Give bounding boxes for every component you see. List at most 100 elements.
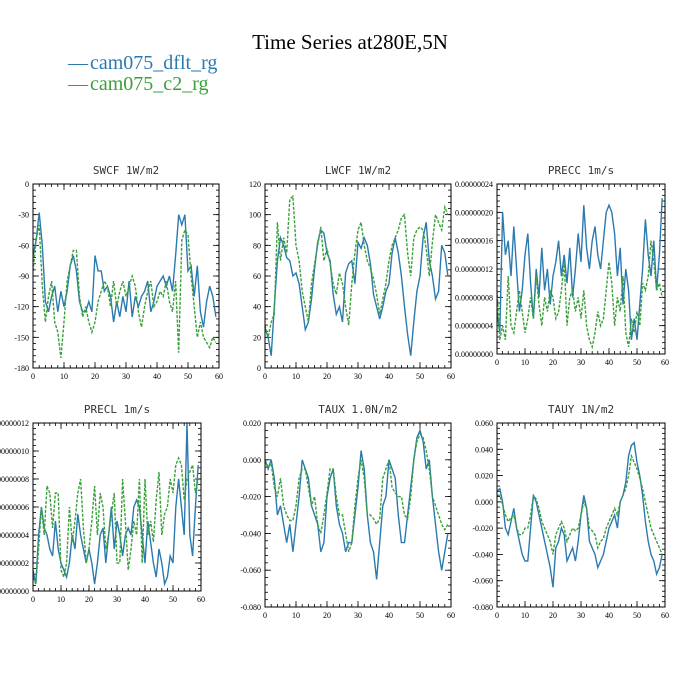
panel-2-y-tick-label: 0: [257, 364, 261, 373]
panel-1-title: SWCF 1W/m2: [93, 164, 159, 177]
legend-label-c2: cam075_c2_rg: [90, 73, 209, 95]
legend-label-dflt: cam075_dflt_rg: [90, 52, 217, 74]
panel-4-title: PRECL 1m/s: [84, 403, 150, 416]
panel-3-series-dflt: [497, 198, 663, 340]
panel-6-y-tick-label: 0.040: [475, 445, 493, 454]
panel-6-y-tick-label: -0.060: [472, 577, 493, 586]
panel-2-frame: [264, 183, 452, 369]
panel-1-x-tick-label: 60: [215, 372, 223, 381]
panel-4-y-tick-label: 0.00000000: [0, 587, 29, 596]
panel-4: PRECL 1m/s 0 10 20 30 40 50 60 0.00000000 0.00000…: [0, 403, 205, 604]
panel-1-y-tick-label: -120: [14, 303, 29, 312]
panel-2-series-dflt: [265, 222, 449, 356]
panel-6-x-tick-label: 20: [549, 611, 557, 620]
panel-4-x-tick-label: 20: [85, 595, 93, 604]
panel-2-y-tick-label: 80: [253, 241, 261, 250]
panel-3-x-tick-label: 10: [521, 358, 529, 367]
panel-6-x-tick-label: 60: [661, 611, 669, 620]
panel-1-series-c2: [33, 224, 217, 358]
panel-1-y-tick-label: 0: [25, 180, 29, 189]
panel-6-y-tick-label: -0.080: [472, 603, 493, 612]
panel-4-series-dflt: [33, 423, 199, 587]
panel-4-y-tick-label: 0.00000006: [0, 503, 29, 512]
panel-3-x-tick-label: 40: [605, 358, 613, 367]
panel-3-x-tick-label: 0: [495, 358, 499, 367]
panel-6-y-tick-label: 0.000: [475, 498, 493, 507]
panel-1-y-tick-label: -180: [14, 364, 29, 373]
panel-2-y-tick-label: 60: [253, 272, 261, 281]
panel-1-x-tick-label: 40: [153, 372, 161, 381]
panel-5-x-tick-label: 50: [416, 611, 424, 620]
panel-6-y-tick-label: 0.060: [475, 419, 493, 428]
panel-5-series-c2: [265, 432, 449, 553]
panel-4-x-tick-label: 0: [31, 595, 35, 604]
panel-1-x-tick-label: 50: [184, 372, 192, 381]
panel-2-y-tick-label: 100: [249, 211, 261, 220]
panel-6: TAUY 1N/m2 0 10 20 30 40 50 60 0.060 0.040 0.020 0.…: [472, 403, 669, 620]
panel-4-y-tick-label: 0.00000012: [0, 419, 29, 428]
panel-3-y-tick-label: 0.00000016: [455, 237, 493, 246]
panel-5-x-tick-label: 40: [385, 611, 393, 620]
panel-2-x-tick-label: 30: [354, 372, 362, 381]
legend-entry-c2: — cam075_c2_rg: [67, 73, 209, 95]
panel-1-y-tick-label: -30: [18, 211, 29, 220]
panel-4-x-tick-label: 30: [113, 595, 121, 604]
panel-3-x-tick-label: 50: [633, 358, 641, 367]
panel-2-x-tick-label: 60: [447, 372, 455, 381]
panel-3-y-tick-label: 0.00000020: [455, 208, 493, 217]
panels: SWCF 1W/m2 0 10 20 30 40 50 60 0 -30 -60 -90 -120 -15…: [0, 164, 669, 620]
panel-5-y-tick-label: -0.020: [240, 493, 261, 502]
panel-5-title: TAUX 1.0N/m2: [318, 403, 397, 416]
panel-3-y-tick-label: 0.00000004: [455, 322, 493, 331]
panel-2-y-tick-label: 20: [253, 333, 261, 342]
panel-5-x-tick-label: 10: [292, 611, 300, 620]
panel-2-x-tick-label: 10: [292, 372, 300, 381]
panel-4-x-tick-label: 40: [141, 595, 149, 604]
panel-5-y-tick-label: -0.060: [240, 566, 261, 575]
legend-dash-dflt: —: [67, 52, 89, 74]
panel-5-x-tick-label: 60: [447, 611, 455, 620]
panel-6-series-c2: [497, 453, 663, 555]
panel-3-x-tick-label: 30: [577, 358, 585, 367]
panel-6-y-tick-label: -0.040: [472, 550, 493, 559]
panel-3-y-tick-label: 0.00000000: [455, 350, 493, 359]
legend: — cam075_dflt_rg — cam075_c2_rg: [67, 52, 217, 95]
panel-5: TAUX 1.0N/m2 0 10 20 30 40 50 60 0.020 0.000 -0.02…: [240, 403, 455, 620]
panel-1-y-tick-label: -60: [18, 241, 29, 250]
panel-5-x-tick-label: 30: [354, 611, 362, 620]
panel-2-y-tick-label: 120: [249, 180, 261, 189]
panel-6-series-dflt: [497, 441, 663, 588]
panel-3-y-tick-label: 0.00000008: [455, 293, 493, 302]
panel-4-series-c2: [33, 456, 199, 585]
panel-2-x-tick-label: 50: [416, 372, 424, 381]
panel-3-y-tick-label: 0.00000024: [455, 180, 493, 189]
panel-5-y-tick-label: 0.020: [243, 419, 261, 428]
panel-4-y-tick-label: 0.00000010: [0, 447, 29, 456]
panel-4-x-tick-label: 50: [169, 595, 177, 604]
panel-3-x-tick-label: 20: [549, 358, 557, 367]
panel-6-title: TAUY 1N/m2: [548, 403, 614, 416]
panel-6-frame: [496, 422, 666, 608]
panel-2-x-tick-label: 40: [385, 372, 393, 381]
panel-1-y-tick-label: -150: [14, 333, 29, 342]
panel-2-title: LWCF 1W/m2: [325, 164, 391, 177]
panel-3-y-tick-label: 0.00000012: [455, 265, 493, 274]
panel-3-x-tick-label: 60: [661, 358, 669, 367]
panel-4-frame: [32, 422, 202, 592]
panel-6-x-tick-label: 50: [633, 611, 641, 620]
panel-6-x-tick-label: 40: [605, 611, 613, 620]
panel-5-frame: [264, 422, 452, 608]
panel-3-title: PRECC 1m/s: [548, 164, 614, 177]
panel-5-x-tick-label: 20: [323, 611, 331, 620]
figure-title: Time Series at280E,5N: [252, 30, 448, 54]
panel-1-x-tick-label: 0: [31, 372, 35, 381]
panel-3-frame: [496, 183, 666, 355]
panel-3: PRECC 1m/s 0 10 20 30 40 50 60 0.00000000 0.00000…: [455, 164, 669, 367]
panel-4-x-tick-label: 60: [197, 595, 205, 604]
legend-dash-c2: —: [67, 73, 89, 95]
panel-2-series-c2: [265, 194, 449, 338]
panel-2-y-tick-label: 40: [253, 303, 261, 312]
panel-5-series-dflt: [265, 428, 449, 580]
